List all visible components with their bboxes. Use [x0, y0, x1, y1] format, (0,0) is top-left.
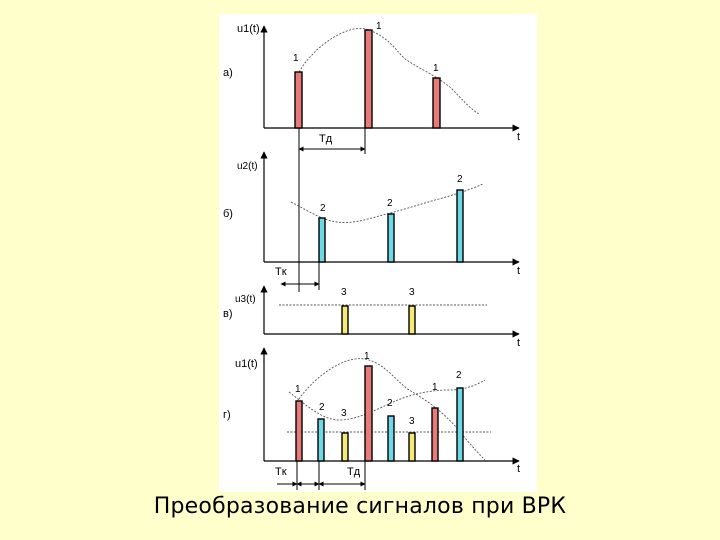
plot-b-panel-label: б) [223, 208, 233, 220]
plot-b-x-label: t [517, 265, 520, 277]
plot-a-pulse-2 [364, 29, 373, 129]
plot-a-envelope [298, 28, 480, 115]
plot-b-y-label: u2(t) [237, 161, 258, 172]
plot-d: u1(t) t г) 1 2 3 1 [223, 347, 520, 490]
plot-d-pulse-1 [295, 400, 303, 462]
plot-c-panel-label: в) [223, 308, 233, 320]
plot-b-pulse-label-1: 2 [320, 203, 326, 214]
plot-b-pulse-label-2: 2 [387, 198, 393, 209]
plot-a: u1(t) t а) 1 1 1 Tд [223, 21, 520, 154]
plot-a-panel-label: а) [223, 67, 233, 79]
plot-d-pulse-label-7: 1 [432, 382, 438, 393]
plot-a-x-label: t [517, 131, 520, 143]
plot-b-pulse-3 [456, 189, 464, 263]
plot-d-pulse-label-6: 3 [409, 416, 415, 427]
plot-a-interval-label: Tд [319, 133, 333, 145]
plot-d-envelope-2 [288, 379, 486, 421]
plot-d-pulse-label-2: 2 [319, 402, 325, 413]
plot-d-pulse-7 [431, 407, 439, 462]
plot-a-pulse-label-1: 1 [293, 53, 299, 64]
plot-b: u2(t) t б) 2 2 2 Tк [223, 151, 520, 290]
plot-a-pulse-1 [294, 71, 303, 129]
plot-d-pulse-2 [317, 418, 325, 462]
plot-c-y-label: u3(t) [235, 294, 256, 305]
plot-a-y-label: u1(t) [237, 23, 260, 35]
plot-d-y-label: u1(t) [235, 358, 258, 370]
plot-b-pulse-1 [318, 217, 326, 263]
plot-c: u3(t) t в) 3 3 [223, 285, 520, 349]
plot-d-pulse-label-3: 3 [341, 408, 347, 419]
plot-a-pulse-label-3: 1 [433, 63, 439, 74]
plot-c-pulse-2 [408, 305, 416, 335]
plot-c-pulse-label-2: 3 [409, 287, 415, 298]
plot-c-pulse-label-1: 3 [341, 287, 347, 298]
plot-d-pulse-5 [387, 415, 395, 462]
plot-d-interval-label-1: Tк [275, 466, 287, 478]
plot-c-pulse-1 [341, 305, 349, 335]
plot-d-panel-label: г) [223, 409, 231, 421]
figure-panel: u1(t) t а) 1 1 1 Tд u2(t) t [219, 14, 537, 492]
plot-d-pulse-3 [341, 432, 349, 462]
plot-d-pulse-label-1: 1 [295, 384, 301, 395]
plot-d-pulse-label-5: 2 [387, 398, 393, 409]
plot-d-pulse-6 [408, 432, 416, 462]
signal-diagram: u1(t) t а) 1 1 1 Tд u2(t) t [223, 21, 520, 490]
plot-a-pulse-label-2: 1 [376, 21, 382, 32]
plot-d-x-label: t [517, 463, 520, 475]
plot-d-pulse-label-4: 1 [364, 351, 370, 362]
plot-b-interval-label: Tк [275, 266, 287, 278]
slide-caption: Преобразование сигналов при ВРК [153, 494, 567, 519]
plot-d-interval-label-2: Tд [347, 466, 361, 478]
plot-d-pulse-4 [364, 365, 373, 462]
plot-b-pulse-label-3: 2 [457, 174, 463, 185]
plot-c-x-label: t [517, 337, 520, 349]
plot-d-envelope-1 [296, 358, 486, 461]
plot-d-pulse-8 [456, 387, 464, 462]
plot-a-pulse-3 [432, 77, 441, 129]
plot-b-pulse-2 [387, 213, 395, 263]
plot-d-pulse-label-8: 2 [456, 370, 462, 381]
